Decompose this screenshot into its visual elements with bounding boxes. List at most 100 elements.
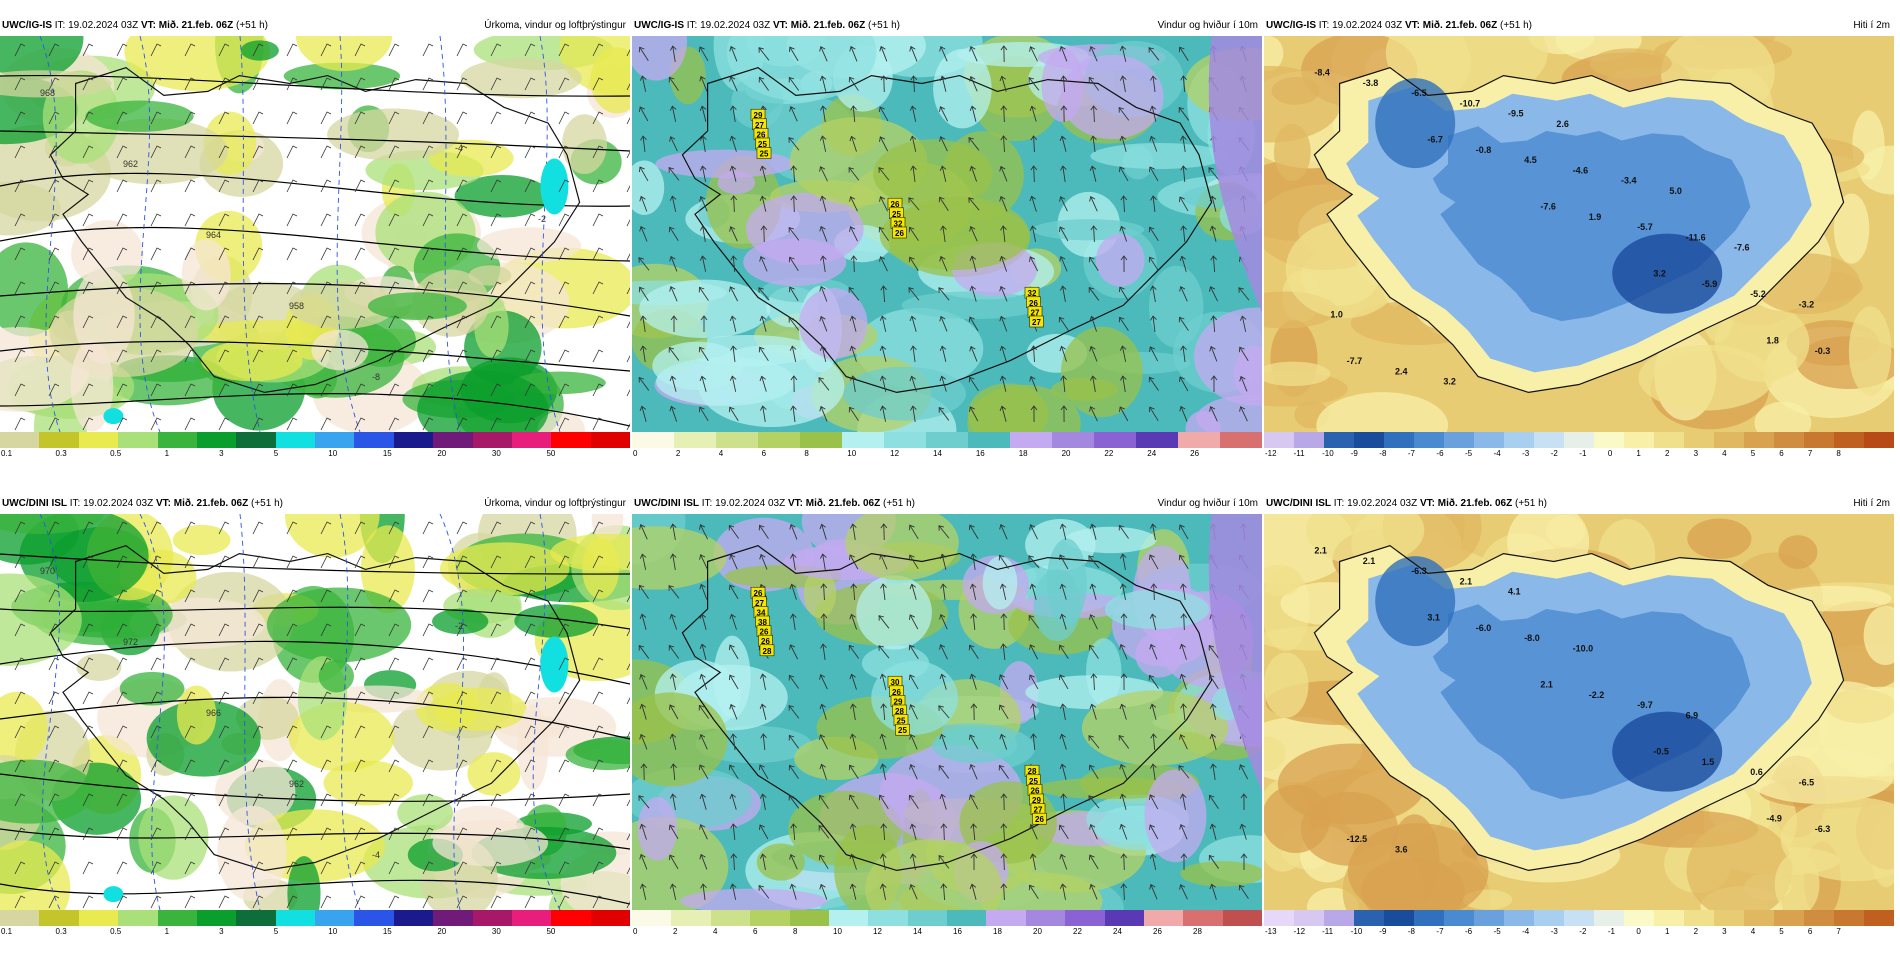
temp-label: -0.5 xyxy=(1653,747,1669,757)
field-blob xyxy=(983,556,1018,609)
colorbar-segment xyxy=(1474,910,1504,926)
temp-label: 4.1 xyxy=(1508,587,1521,597)
lead-time: (+51 h) xyxy=(1500,20,1532,31)
temp-label: 2.6 xyxy=(1556,119,1569,129)
field-blob xyxy=(1778,535,1817,569)
field-blob xyxy=(1144,770,1206,863)
colorbar-tick-label: -10 xyxy=(1351,927,1363,936)
colorbar-tick-label: 2 xyxy=(676,449,680,458)
field-blob xyxy=(718,171,756,194)
it-label: IT: xyxy=(687,20,698,31)
panel-temp-igis: UWC/IG-IS IT: 19.02.2024 03Z VT: Mið. 21… xyxy=(1264,0,1894,475)
colorbar-tick-label: -13 xyxy=(1265,927,1277,936)
temp-label: -0.8 xyxy=(1476,145,1492,155)
gust-label: 38 xyxy=(756,616,770,627)
colorbar-segment xyxy=(118,910,157,926)
colorbar-segment xyxy=(1183,910,1222,926)
colorbar-segment xyxy=(236,910,275,926)
colorbar-segment xyxy=(1804,910,1834,926)
colorbar-tick-label: 28 xyxy=(1193,927,1202,936)
field-blob xyxy=(562,114,607,174)
panel-precip-igis: UWC/IG-IS IT: 19.02.2024 03Z VT: Mið. 21… xyxy=(0,0,630,475)
gust-label: 25 xyxy=(894,715,908,726)
colorbar-segment xyxy=(158,432,197,448)
colorbar-segment xyxy=(926,432,968,448)
temp-label: -5.2 xyxy=(1750,289,1766,299)
colorbar-tick-label: 10 xyxy=(833,927,842,936)
colorbar-tick-label: 20 xyxy=(1033,927,1042,936)
it-value: 19.02.2024 03Z xyxy=(715,498,785,509)
colorbar-segment xyxy=(1624,910,1654,926)
colorbar xyxy=(632,432,1262,448)
temp-label: 2.1 xyxy=(1363,556,1376,566)
gust-label: 28 xyxy=(893,705,907,716)
colorbar-segment xyxy=(674,432,716,448)
colorbar-segment xyxy=(1065,910,1104,926)
panel-header: UWC/DINI ISL IT: 19.02.2024 03Z VT: Mið.… xyxy=(1264,494,1894,514)
gust-label: 26 xyxy=(751,587,765,598)
field-blob xyxy=(73,267,134,364)
field-blob xyxy=(856,575,932,649)
gust-label: 26 xyxy=(890,686,904,697)
colorbar-tick-label: -8 xyxy=(1408,927,1415,936)
colorbar-segment xyxy=(276,910,315,926)
heavy-precip-spot xyxy=(103,408,123,424)
colorbar-segment xyxy=(1414,432,1444,448)
colorbar-segment xyxy=(512,432,551,448)
field-blob xyxy=(743,238,846,286)
temp-label: 2.1 xyxy=(1540,680,1553,690)
heavy-precip-spot xyxy=(540,158,568,214)
colorbar-segment xyxy=(1026,910,1065,926)
gust-label: 25 xyxy=(896,724,910,735)
it-value: 19.02.2024 03Z xyxy=(68,20,138,31)
colorbar-segment xyxy=(1594,432,1624,448)
colorbar-tick-label: 4 xyxy=(1722,449,1726,458)
colorbar-segment xyxy=(315,910,354,926)
colorbar-segment xyxy=(758,432,800,448)
temp-label: 1.5 xyxy=(1702,757,1715,767)
colorbar-segment xyxy=(947,910,986,926)
colorbar-tick-label: -11 xyxy=(1294,449,1305,458)
colorbar-tick-label: 16 xyxy=(953,927,962,936)
it-label: IT: xyxy=(1319,20,1330,31)
temp-label: -10.7 xyxy=(1460,98,1481,108)
contour-label: 972 xyxy=(123,637,138,647)
panel-header: UWC/DINI ISL IT: 19.02.2024 03Z VT: Mið.… xyxy=(632,494,1262,514)
contour-label: -4 xyxy=(455,143,463,153)
colorbar-segment xyxy=(1144,910,1183,926)
field-blob xyxy=(440,542,570,595)
colorbar-segment xyxy=(1354,432,1384,448)
colorbar-tick-label: -12 xyxy=(1265,449,1277,458)
model-name: UWC/DINI ISL xyxy=(1266,498,1331,509)
field-blob xyxy=(1090,143,1228,169)
colorbar-segment xyxy=(1864,432,1894,448)
colorbar-tick-label: 3 xyxy=(219,449,223,458)
colorbar-segment xyxy=(1564,910,1594,926)
temp-label: -4.6 xyxy=(1573,165,1589,175)
gust-label: 27 xyxy=(1031,804,1045,815)
colorbar-segment xyxy=(1744,432,1774,448)
colorbar-tick-label: 12 xyxy=(890,449,899,458)
colorbar-tick-label: 0 xyxy=(633,927,637,936)
svg-text:26: 26 xyxy=(1035,815,1044,824)
colorbar-tick-label: 12 xyxy=(873,927,882,936)
colorbar-segment xyxy=(986,910,1025,926)
field-blob xyxy=(1274,124,1311,181)
colorbar-segment xyxy=(1474,432,1504,448)
temp-label: 0.6 xyxy=(1750,767,1763,777)
colorbar-tick-label: 8 xyxy=(793,927,797,936)
gust-label: 26 xyxy=(759,635,773,646)
panel-temp-dini: UWC/DINI ISL IT: 19.02.2024 03Z VT: Mið.… xyxy=(1264,478,1894,953)
temp-label: -7.7 xyxy=(1347,356,1363,366)
colorbar-tick-label: 16 xyxy=(976,449,985,458)
colorbar-tick-label: 22 xyxy=(1073,927,1082,936)
